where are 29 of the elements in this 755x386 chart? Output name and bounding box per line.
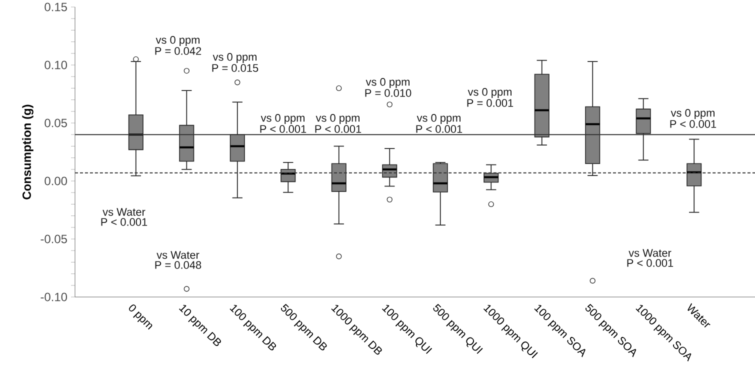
annotation: vs 0 ppm: [416, 114, 460, 124]
annotation: vs Water: [156, 251, 200, 259]
annotation: P < 0.001: [416, 125, 462, 133]
y-tick-label: -0.10: [40, 292, 68, 302]
y-tick-label: 0.05: [44, 118, 67, 128]
annotation: P < 0.001: [670, 120, 716, 128]
annotation: P < 0.001: [101, 218, 148, 226]
annotation: P = 0.042: [155, 47, 202, 55]
annotation: vs 0 ppm: [156, 36, 200, 46]
annotation: vs 0 ppm: [366, 78, 410, 88]
annotation: P < 0.001: [315, 125, 362, 133]
y-tick-label: 0.00: [44, 176, 68, 186]
annotation: P = 0.015: [212, 64, 258, 72]
annotation: vs Water: [102, 208, 146, 216]
annotation: vs 0 ppm: [468, 88, 512, 98]
y-tick-label: 0.10: [44, 60, 68, 70]
y-tick-label: 0.15: [44, 2, 67, 12]
annotation: vs 0 ppm: [316, 114, 360, 124]
y-tick-label: -0.05: [40, 234, 67, 244]
annotation: vs 0 ppm: [212, 53, 256, 63]
annotation: vs 0 ppm: [260, 114, 304, 124]
annotation: P = 0.010: [365, 89, 412, 97]
annotation: P < 0.001: [260, 125, 306, 133]
annotation: P = 0.001: [467, 99, 514, 107]
annotation: P = 0.048: [155, 261, 202, 269]
y-axis-title: Consumption (g): [22, 104, 34, 200]
annotation: vs 0 ppm: [670, 109, 715, 119]
annotation: P < 0.001: [627, 259, 674, 267]
annotation: vs Water: [628, 249, 672, 257]
